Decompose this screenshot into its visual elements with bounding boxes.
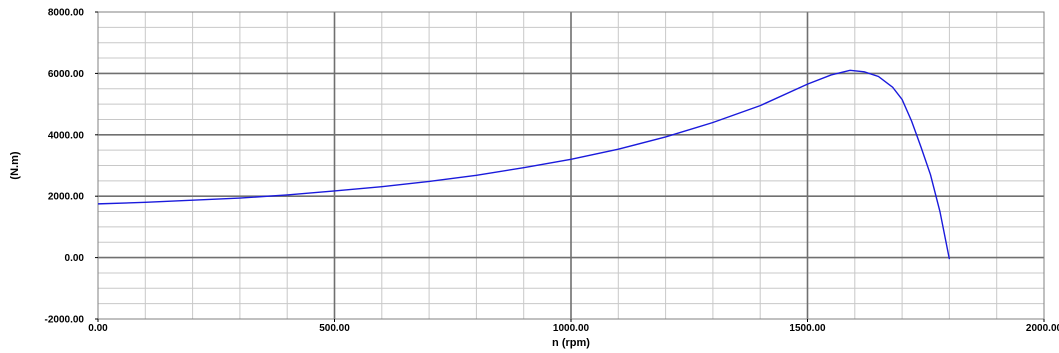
x-tick-label: 1000.00 bbox=[553, 323, 590, 334]
y-axis-ticks: -2000.00 0.00 2000.00 4000.00 6000.00 8000.00 bbox=[45, 8, 98, 326]
x-tick-label: 1500.00 bbox=[789, 323, 826, 334]
y-tick-label: 2000.00 bbox=[48, 192, 85, 203]
x-tick-label: 500.00 bbox=[319, 323, 350, 334]
y-axis-title: (N.m) bbox=[9, 151, 21, 179]
y-tick-label: 4000.00 bbox=[48, 130, 85, 141]
x-tick-label: 2000.00 bbox=[1026, 323, 1059, 334]
x-axis-title: n (rpm) bbox=[552, 337, 590, 349]
x-axis-ticks: 0.00 500.00 1000.00 1500.00 2000.00 bbox=[88, 319, 1059, 334]
torque-curve-line bbox=[97, 69, 951, 260]
y-tick-label: -2000.00 bbox=[45, 315, 85, 326]
y-tick-label: 6000.00 bbox=[48, 69, 85, 80]
major-gridlines bbox=[98, 12, 1044, 319]
y-tick-label: 8000.00 bbox=[48, 8, 85, 19]
x-tick-label: 0.00 bbox=[88, 323, 108, 334]
y-tick-label: 0.00 bbox=[65, 253, 85, 264]
